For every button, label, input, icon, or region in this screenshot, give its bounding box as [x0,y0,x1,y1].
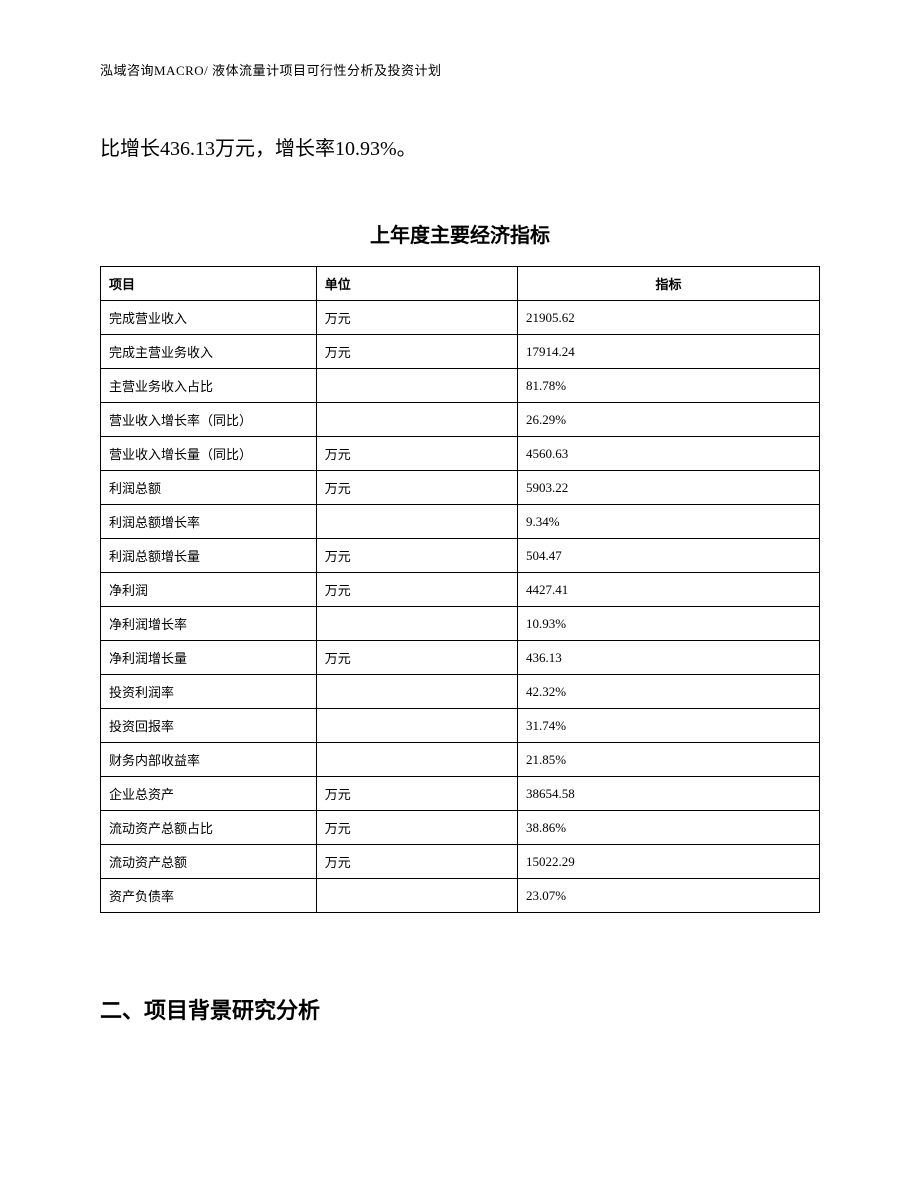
cell-unit: 万元 [316,539,517,573]
cell-unit: 万元 [316,777,517,811]
table-row: 主营业务收入占比 81.78% [101,369,820,403]
cell-item: 完成营业收入 [101,301,317,335]
table-row: 净利润增长量 万元 436.13 [101,641,820,675]
table-row: 完成主营业务收入 万元 17914.24 [101,335,820,369]
table-row: 财务内部收益率 21.85% [101,743,820,777]
cell-item: 利润总额增长量 [101,539,317,573]
cell-value: 26.29% [518,403,820,437]
cell-value: 436.13 [518,641,820,675]
table-row: 净利润 万元 4427.41 [101,573,820,607]
economic-indicators-table: 项目 单位 指标 完成营业收入 万元 21905.62 完成主营业务收入 万元 … [100,266,820,913]
cell-value: 42.32% [518,675,820,709]
page-header: 泓域咨询MACRO/ 液体流量计项目可行性分析及投资计划 [100,60,820,79]
cell-unit: 万元 [316,573,517,607]
table-body: 完成营业收入 万元 21905.62 完成主营业务收入 万元 17914.24 … [101,301,820,913]
cell-unit [316,505,517,539]
table-row: 投资回报率 31.74% [101,709,820,743]
cell-unit [316,743,517,777]
cell-item: 净利润 [101,573,317,607]
cell-item: 利润总额 [101,471,317,505]
table-row: 完成营业收入 万元 21905.62 [101,301,820,335]
cell-value: 17914.24 [518,335,820,369]
cell-item: 流动资产总额占比 [101,811,317,845]
cell-item: 企业总资产 [101,777,317,811]
table-row: 营业收入增长率（同比） 26.29% [101,403,820,437]
table-row: 利润总额增长量 万元 504.47 [101,539,820,573]
cell-unit: 万元 [316,845,517,879]
col-header-item: 项目 [101,267,317,301]
cell-value: 23.07% [518,879,820,913]
cell-unit: 万元 [316,471,517,505]
cell-item: 投资回报率 [101,709,317,743]
cell-unit: 万元 [316,641,517,675]
cell-value: 5903.22 [518,471,820,505]
table-row: 净利润增长率 10.93% [101,607,820,641]
cell-item: 净利润增长量 [101,641,317,675]
table-row: 资产负债率 23.07% [101,879,820,913]
cell-value: 81.78% [518,369,820,403]
col-header-unit: 单位 [316,267,517,301]
table-title: 上年度主要经济指标 [100,219,820,248]
cell-item: 营业收入增长量（同比） [101,437,317,471]
cell-item: 完成主营业务收入 [101,335,317,369]
cell-value: 38654.58 [518,777,820,811]
table-row: 流动资产总额占比 万元 38.86% [101,811,820,845]
cell-item: 资产负债率 [101,879,317,913]
cell-item: 投资利润率 [101,675,317,709]
cell-unit: 万元 [316,335,517,369]
table-row: 营业收入增长量（同比） 万元 4560.63 [101,437,820,471]
cell-unit [316,709,517,743]
cell-value: 9.34% [518,505,820,539]
cell-unit: 万元 [316,301,517,335]
cell-unit [316,675,517,709]
cell-value: 4560.63 [518,437,820,471]
cell-value: 10.93% [518,607,820,641]
table-row: 流动资产总额 万元 15022.29 [101,845,820,879]
table-row: 投资利润率 42.32% [101,675,820,709]
cell-unit [316,879,517,913]
cell-unit: 万元 [316,811,517,845]
table-row: 利润总额增长率 9.34% [101,505,820,539]
intro-paragraph: 比增长436.13万元，增长率10.93%。 [100,129,820,169]
cell-item: 净利润增长率 [101,607,317,641]
cell-unit: 万元 [316,437,517,471]
cell-value: 15022.29 [518,845,820,879]
cell-item: 营业收入增长率（同比） [101,403,317,437]
cell-value: 504.47 [518,539,820,573]
cell-value: 21905.62 [518,301,820,335]
cell-value: 4427.41 [518,573,820,607]
col-header-indicator: 指标 [518,267,820,301]
section-heading: 二、项目背景研究分析 [100,993,820,1025]
cell-unit [316,607,517,641]
cell-unit [316,403,517,437]
cell-unit [316,369,517,403]
cell-value: 21.85% [518,743,820,777]
cell-item: 财务内部收益率 [101,743,317,777]
table-header-row: 项目 单位 指标 [101,267,820,301]
table-row: 利润总额 万元 5903.22 [101,471,820,505]
cell-value: 38.86% [518,811,820,845]
cell-item: 主营业务收入占比 [101,369,317,403]
cell-value: 31.74% [518,709,820,743]
cell-item: 流动资产总额 [101,845,317,879]
cell-item: 利润总额增长率 [101,505,317,539]
table-row: 企业总资产 万元 38654.58 [101,777,820,811]
